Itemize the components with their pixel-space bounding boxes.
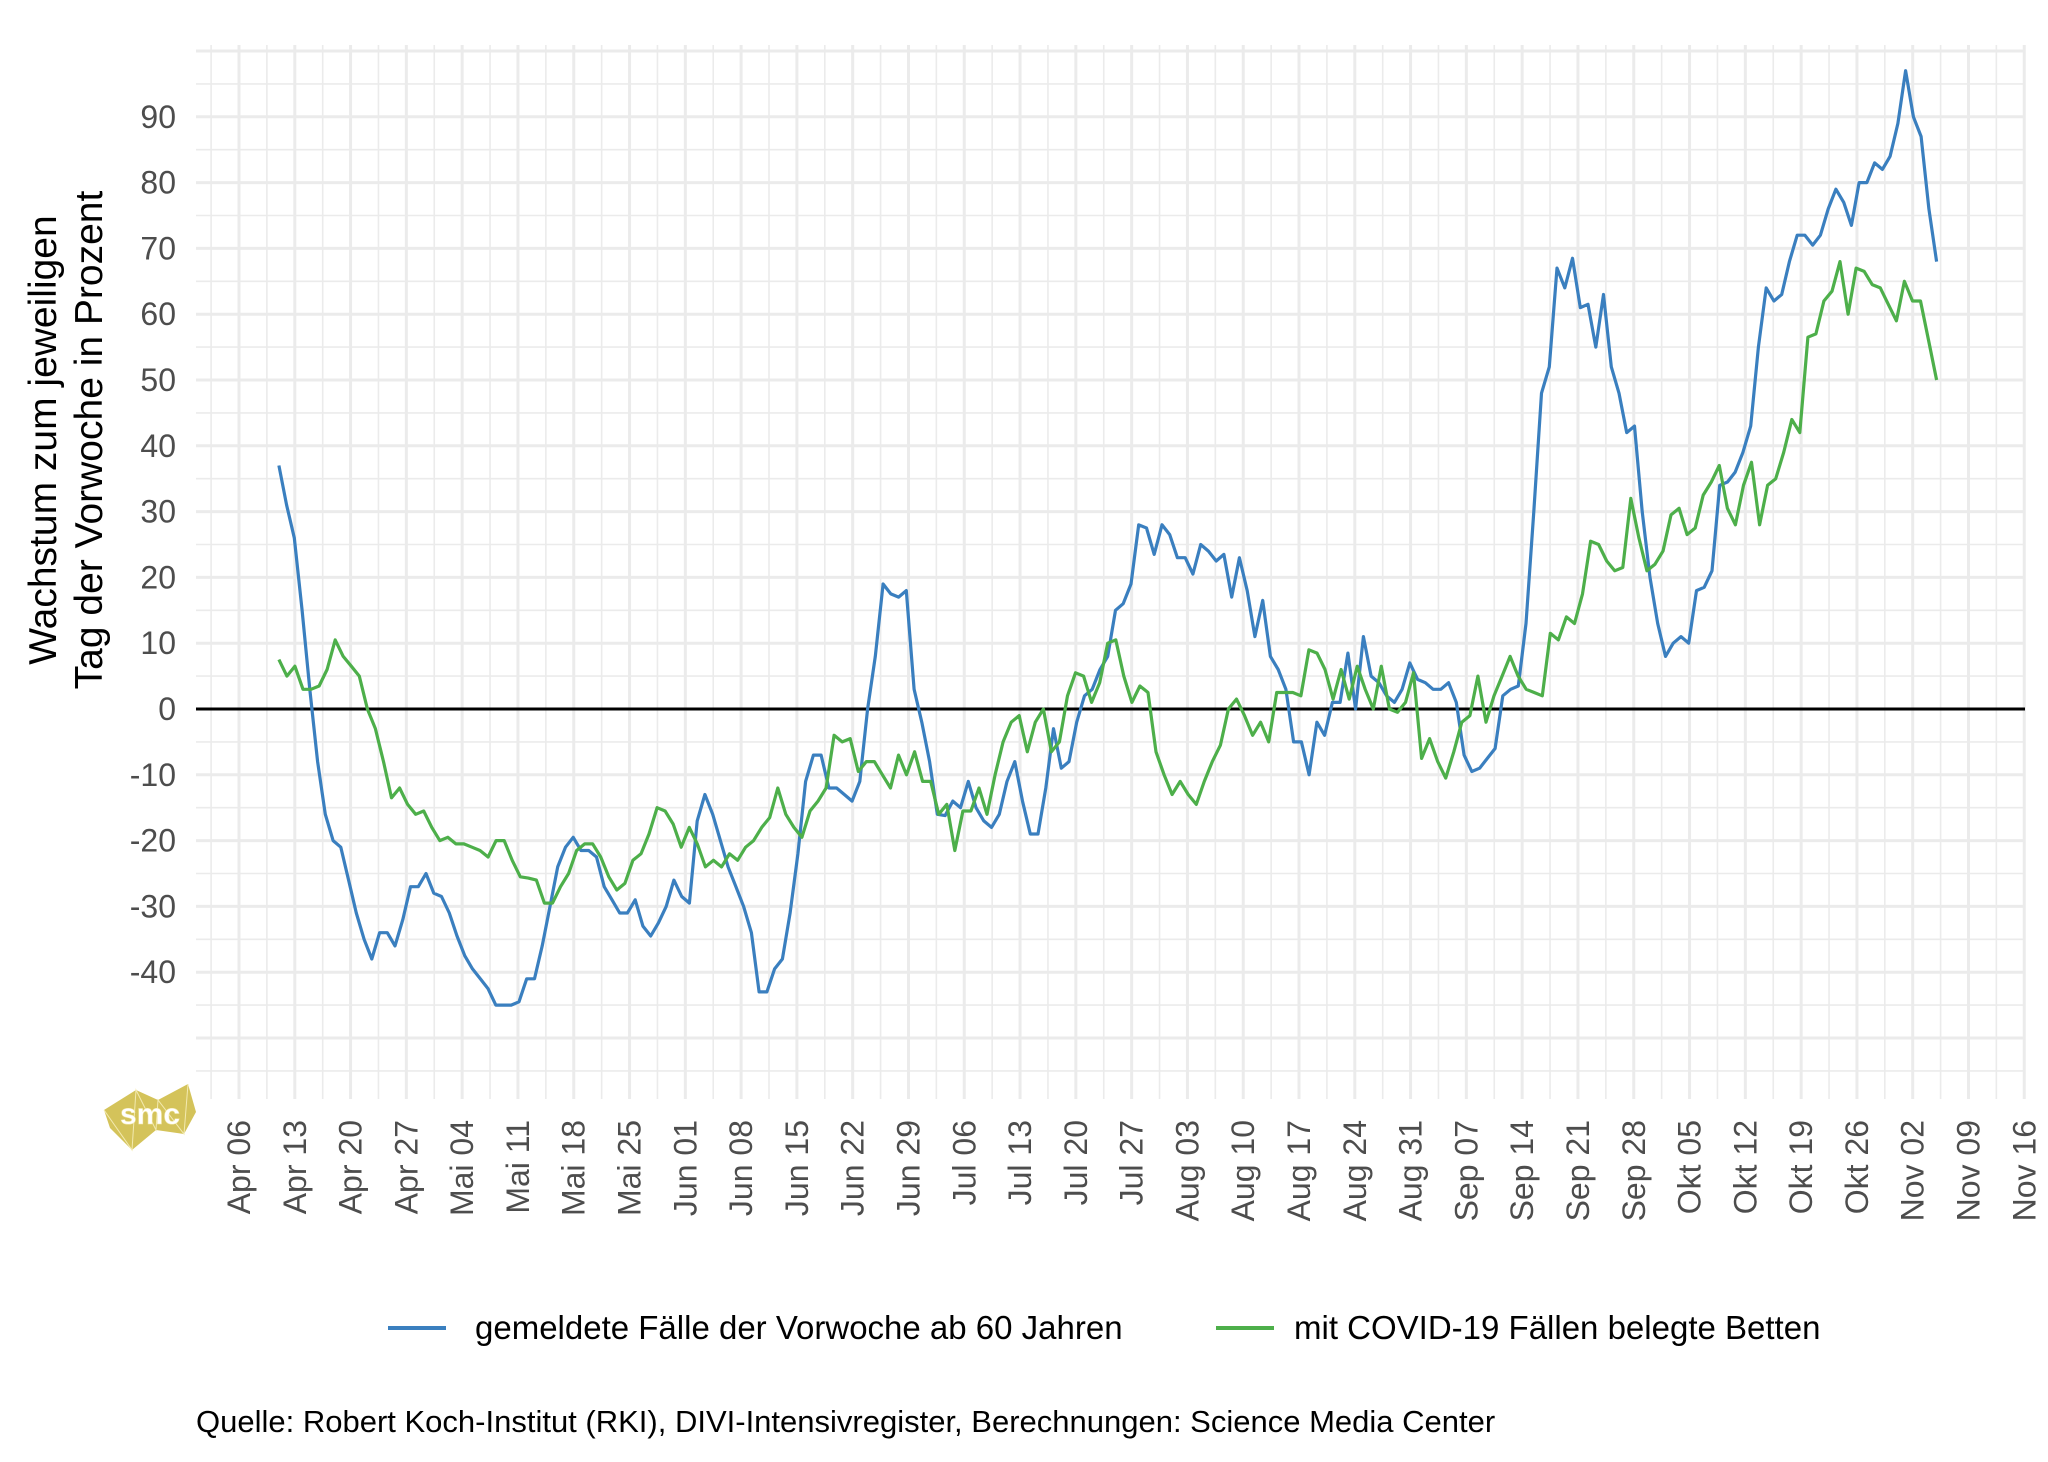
- x-tick-label: Okt 19: [1783, 1120, 1819, 1214]
- x-tick-label: Jul 20: [1058, 1120, 1094, 1205]
- y-tick-label: 70: [140, 230, 176, 266]
- x-tick-label: Jul 06: [946, 1120, 982, 1205]
- x-tick-label: Mai 11: [500, 1120, 536, 1214]
- series-layer: [277, 69, 1939, 1007]
- x-tick-label: Jul 13: [1002, 1120, 1038, 1205]
- y-axis-title: Wachstum zum jeweiligen Tag der Vorwoche…: [22, 191, 111, 690]
- x-tick-label: Aug 10: [1225, 1120, 1261, 1221]
- y-tick-label: -10: [130, 757, 176, 793]
- y-tick-label: 60: [140, 296, 176, 332]
- x-tick-label: Jun 22: [835, 1120, 871, 1216]
- y-axis-ticks: -40 -30 -20 -10 0 10 20 30 40 50 60 70 80 90: [130, 99, 176, 990]
- x-tick-label: Aug 24: [1337, 1120, 1373, 1221]
- source-caption: Quelle: Robert Koch-Institut (RKI), DIVI…: [196, 1404, 1495, 1439]
- x-tick-label: Jun 08: [723, 1120, 759, 1216]
- x-tick-label: Apr 27: [388, 1120, 424, 1214]
- x-tick-label: Aug 31: [1393, 1120, 1429, 1221]
- x-tick-label: Okt 26: [1839, 1120, 1875, 1214]
- x-tick-label: Nov 16: [2006, 1120, 2042, 1221]
- x-tick-label: Sep 28: [1616, 1120, 1652, 1221]
- x-tick-label: Nov 02: [1895, 1120, 1931, 1221]
- x-tick-label: Jun 15: [779, 1120, 815, 1216]
- x-tick-label: Okt 05: [1672, 1120, 1708, 1214]
- smc-logo-text: smc: [120, 1098, 180, 1131]
- y-tick-label: -20: [130, 823, 176, 859]
- x-tick-label: Sep 07: [1448, 1120, 1484, 1221]
- y-tick-label: 10: [140, 625, 176, 661]
- x-tick-label: Apr 13: [277, 1120, 313, 1214]
- y-tick-label: 90: [140, 99, 176, 135]
- x-tick-label: Aug 03: [1169, 1120, 1205, 1221]
- x-tick-label: Jun 01: [667, 1120, 703, 1216]
- smc-logo: smc: [103, 1083, 196, 1152]
- x-tick-label: Nov 09: [1950, 1120, 1986, 1221]
- series-line-belegte-betten: [277, 260, 1939, 905]
- x-tick-label: Aug 17: [1281, 1120, 1317, 1221]
- grid-major: [196, 45, 2026, 1099]
- x-tick-label: Mai 04: [444, 1120, 480, 1216]
- y-tick-label: -30: [130, 888, 176, 924]
- x-tick-label: Apr 20: [333, 1120, 369, 1214]
- y-tick-label: 50: [140, 362, 176, 398]
- legend-label-green: mit COVID-19 Fällen belegte Betten: [1294, 1309, 1820, 1346]
- y-axis-title-line-2: Tag der Vorwoche in Prozent: [68, 191, 111, 690]
- y-tick-label: 40: [140, 428, 176, 464]
- y-tick-label: 0: [158, 691, 176, 727]
- y-tick-label: 80: [140, 165, 176, 201]
- x-tick-label: Jul 27: [1114, 1120, 1150, 1205]
- x-tick-label: Mai 25: [612, 1120, 648, 1216]
- y-tick-label: -40: [130, 954, 176, 990]
- series-line-faelle-ab-60: [277, 69, 1939, 1007]
- x-axis-ticks: Apr 06 Apr 13 Apr 20 Apr 27 Mai 04 Mai 11 Mai …: [221, 1120, 2042, 1221]
- x-tick-label: Sep 14: [1504, 1120, 1540, 1221]
- x-tick-label: Mai 18: [556, 1120, 592, 1216]
- x-tick-label: Jun 29: [890, 1120, 926, 1216]
- legend-label-blue: gemeldete Fälle der Vorwoche ab 60 Jahre…: [475, 1309, 1123, 1346]
- y-tick-label: 30: [140, 494, 176, 530]
- y-axis-title-line-1: Wachstum zum jeweiligen: [22, 215, 65, 664]
- x-tick-label: Sep 21: [1560, 1120, 1596, 1221]
- x-tick-label: Okt 12: [1727, 1120, 1763, 1214]
- grid-minor: [196, 45, 2025, 1099]
- legend: gemeldete Fälle der Vorwoche ab 60 Jahre…: [388, 1309, 1820, 1346]
- x-tick-label: Apr 06: [221, 1120, 257, 1214]
- y-tick-label: 20: [140, 559, 176, 595]
